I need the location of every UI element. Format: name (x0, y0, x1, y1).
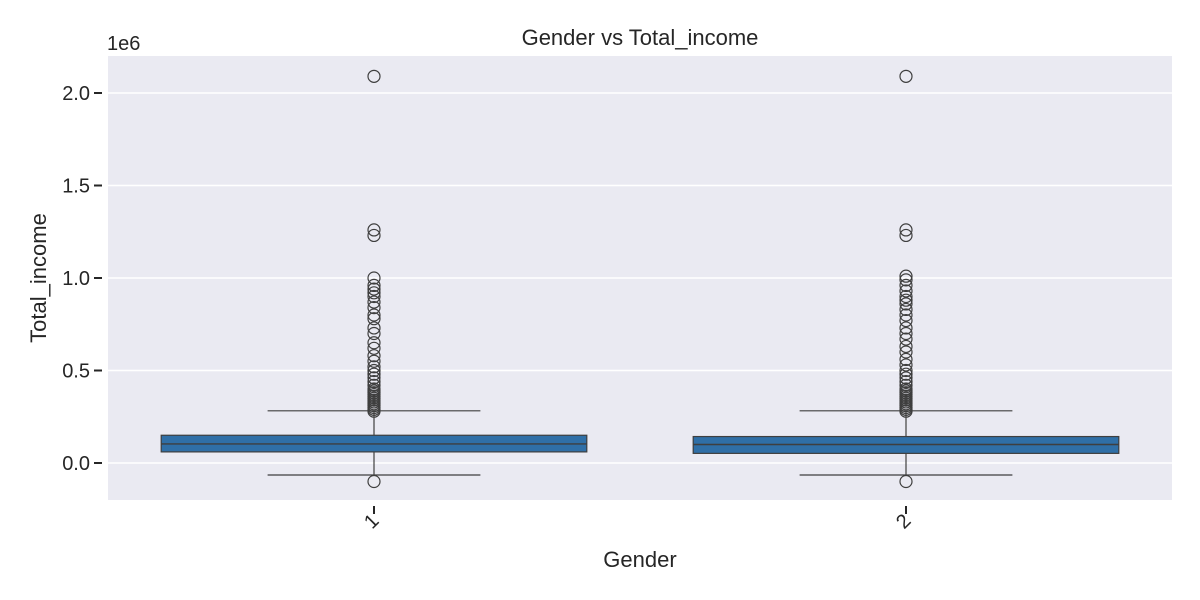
outlier-point (367, 363, 381, 378)
x-tick-label: 2 (892, 510, 915, 533)
outlier-point (367, 336, 381, 350)
outlier-point (899, 297, 913, 311)
outlier-point (367, 354, 381, 368)
outlier-point (899, 302, 913, 317)
outlier-point (367, 321, 381, 335)
y-axis-ticks: 0.0 0.5 1.0 1.5 2.0 (62, 83, 102, 475)
outlier-point (899, 375, 913, 389)
x-axis-label: Gender (603, 547, 676, 572)
outlier-point (367, 371, 381, 385)
outlier-point (899, 378, 913, 392)
outlier-point (899, 223, 913, 237)
outlier-point (367, 301, 381, 315)
outlier-point (899, 345, 913, 359)
outlier-point (899, 228, 913, 243)
outlier-point (367, 278, 381, 292)
outlier-point (367, 286, 381, 300)
outlier-point (367, 289, 381, 304)
chart-title: Gender vs Total_income (522, 25, 759, 50)
y-axis-label: Total_income (26, 213, 51, 343)
outlier-point (367, 69, 381, 83)
boxes (160, 69, 1120, 489)
outlier-point (367, 326, 381, 341)
y-tick-label: 0.5 (62, 361, 90, 383)
y-offset-label: 1e6 (107, 33, 140, 55)
outlier-point (899, 358, 913, 372)
x-tick-label: 1 (360, 510, 383, 533)
outlier-point (899, 352, 913, 366)
outlier-point (899, 474, 913, 489)
outlier-point (367, 228, 381, 243)
outlier-point (899, 363, 913, 378)
box-group-2 (692, 69, 1120, 489)
outlier-point (367, 308, 381, 322)
outlier-point (899, 284, 913, 298)
y-tick-label: 0.0 (62, 453, 90, 475)
y-tick-label: 2.0 (62, 83, 90, 105)
outlier-point (899, 273, 913, 287)
outlier-point (367, 360, 381, 374)
outlier-point (899, 339, 913, 354)
outlier-point (367, 375, 381, 389)
outlier-point (367, 282, 381, 296)
outlier-point (367, 349, 381, 363)
outlier-point (899, 326, 913, 341)
outlier-point (899, 332, 913, 346)
outlier-point (367, 295, 381, 309)
outlier-point (899, 69, 913, 83)
outlier-point (367, 223, 381, 237)
outlier-point (899, 313, 913, 328)
outlier-point (367, 271, 381, 285)
grid-lines (108, 92, 1172, 464)
outlier-point (899, 293, 913, 307)
outlier-point (899, 278, 913, 292)
outlier-point (899, 269, 913, 283)
y-tick-label: 1.5 (62, 176, 90, 198)
outlier-point (367, 474, 381, 489)
outlier-point (899, 371, 913, 385)
outlier-point (367, 341, 381, 355)
outlier-point (899, 367, 913, 381)
outlier-point (899, 308, 913, 322)
outlier-point (899, 382, 913, 396)
box-group-1 (160, 69, 588, 489)
outlier-point (367, 367, 381, 381)
outlier-point (367, 382, 381, 396)
outlier-point (899, 289, 913, 304)
outlier-point (367, 378, 381, 392)
outlier-point (367, 312, 381, 326)
y-tick-label: 1.0 (62, 268, 90, 290)
outlier-point (899, 321, 913, 335)
